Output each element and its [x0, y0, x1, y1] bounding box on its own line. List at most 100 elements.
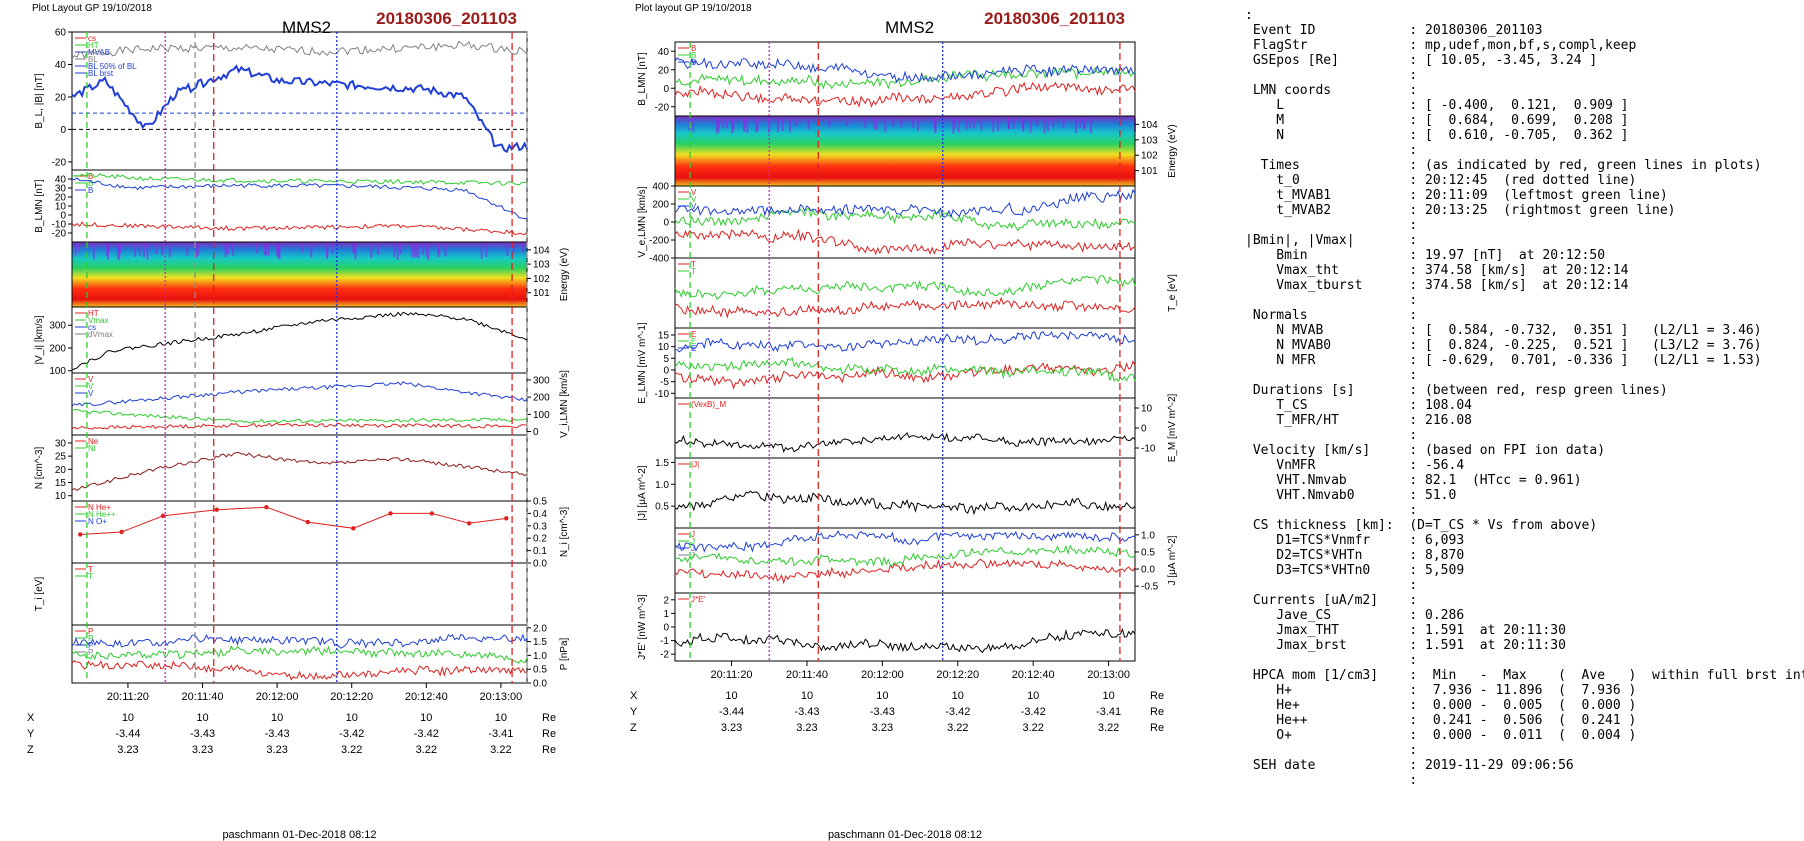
spectrogram-streak	[396, 244, 399, 260]
y-tick-label: 102	[1141, 151, 1158, 162]
y-tick-label: 1.5	[655, 458, 669, 469]
left_figure-panel-3: 104 103 102 101 Energy (eV)	[71, 241, 570, 308]
summary-line: O+ : 0.000 - 0.011 ( 0.004 )	[1245, 728, 1637, 743]
series-bl	[71, 64, 528, 154]
y-axis-label: Energy (eV)	[559, 248, 570, 301]
y-tick-label: 0.0	[533, 559, 547, 570]
panel-frame	[674, 592, 1136, 662]
series-trace	[674, 432, 1136, 454]
legend-entry: N He+	[88, 503, 111, 512]
left_figure-panel-8: T_i [eV] TT	[34, 562, 528, 626]
summary-line: Durations [s] : (between red, resp green…	[1245, 383, 1668, 398]
legend-entry: N O+	[88, 517, 107, 526]
spectrogram-streak	[846, 118, 849, 127]
spectrogram-streak	[953, 118, 956, 129]
y-tick-label: 101	[1141, 166, 1158, 177]
y-tick-label: 101	[533, 288, 550, 299]
y-tick-label: 1.0	[655, 480, 669, 491]
summary-line: H+ : 7.936 - 11.896 ( 7.936 )	[1245, 683, 1637, 698]
spectrogram-streak	[512, 244, 515, 254]
position-row-name: Y	[27, 728, 35, 740]
position-value: -3.43	[265, 728, 290, 740]
spectrogram-streak	[267, 244, 270, 256]
legend-entry: cs	[88, 34, 96, 43]
y-tick-label: 10	[1141, 404, 1153, 415]
x-tick-label: 20:11:40	[182, 691, 224, 703]
spectrogram-streak	[732, 118, 735, 130]
spectrogram-streak	[788, 118, 791, 133]
y-tick-label: -0.5	[1141, 582, 1159, 593]
energy-spectrogram	[675, 116, 1135, 186]
spectrogram-streak	[864, 118, 867, 128]
summary-line: Vmax_tht : 374.58 [km/s] at 20:12:14	[1245, 263, 1629, 278]
panel-frame	[674, 397, 1136, 459]
legend-entry: N He++	[88, 510, 116, 519]
summary-line: T_CS : 108.04	[1245, 398, 1472, 413]
spectrogram-streak	[326, 244, 329, 257]
right_figure-panel-7: 1.5 1.0 0.5 |J| [μA m^-2] |J|	[637, 457, 1136, 529]
y-tick-label: 0.0	[1141, 565, 1155, 576]
spectrogram-streak	[992, 118, 995, 132]
position-value: 10	[271, 712, 283, 724]
position-value: 10	[346, 712, 358, 724]
spectrogram-streak	[195, 244, 198, 259]
legend-entry: Ne	[88, 437, 99, 446]
summary-line: :	[1245, 8, 1253, 23]
series-l	[71, 177, 528, 220]
position-value: -3.44	[115, 728, 140, 740]
y-tick-label: 20	[55, 193, 67, 204]
y-axis-label: J*E' [nW m^-3]	[637, 594, 648, 660]
y-tick-label: -10	[655, 389, 670, 400]
spectrogram-streak	[1075, 118, 1078, 134]
summary-line: :	[1245, 428, 1418, 443]
series-trace	[674, 490, 1136, 516]
position-value: 3.22	[1098, 722, 1119, 734]
spectrogram-streak	[276, 244, 279, 257]
position-value: 3.22	[416, 744, 437, 756]
legend-entry: cs	[88, 323, 96, 332]
y-axis-label: N [cm^-3]	[34, 447, 45, 490]
spectrogram-streak	[776, 118, 779, 133]
y-axis-label: |V_i| [km/s]	[34, 315, 45, 364]
spectrogram-streak	[413, 244, 416, 258]
series-trace	[674, 544, 1136, 568]
series-trace	[71, 633, 528, 649]
spectrogram-streak	[417, 244, 420, 259]
spectrogram-streak	[310, 244, 313, 258]
summary-line: T_MFR/HT : 216.08	[1245, 413, 1472, 428]
y-tick-label: 0.2	[533, 534, 547, 545]
spectrogram-streak	[892, 118, 895, 127]
position-row-name: X	[27, 712, 35, 724]
y-tick-label: 0	[60, 211, 66, 222]
summary-line: :	[1245, 743, 1418, 758]
spectrogram-streak	[1012, 118, 1015, 129]
summary-line: Jmax_THT : 1.591 at 20:11:30	[1245, 623, 1566, 638]
summary-line: LMN coords :	[1245, 83, 1418, 98]
y-tick-label: 1	[663, 609, 669, 620]
y-tick-label: 104	[1141, 120, 1158, 131]
panel-frame	[71, 169, 528, 243]
spectrogram-streak	[875, 118, 878, 131]
x-tick-label: 20:13:00	[1087, 669, 1130, 681]
data-point	[504, 516, 509, 521]
y-tick-label: 400	[652, 182, 669, 193]
legend-entry: T	[88, 565, 93, 574]
series--b-	[71, 40, 528, 60]
position-unit: Re	[542, 712, 556, 724]
position-value: 10	[952, 690, 964, 702]
position-value: 10	[876, 690, 888, 702]
series-trace	[674, 296, 1136, 319]
legend-entry: T	[88, 572, 93, 581]
position-value: 10	[725, 690, 737, 702]
y-tick-label: 15	[55, 478, 67, 489]
y-axis-label: T_e [eV]	[1167, 274, 1178, 312]
series-trace	[674, 274, 1136, 301]
series-n	[71, 422, 528, 430]
y-tick-label: 0.4	[533, 509, 547, 520]
legend-entry: V	[691, 188, 697, 197]
summary-line: Bmin : 19.97 [nT] at 20:12:50	[1245, 248, 1606, 263]
